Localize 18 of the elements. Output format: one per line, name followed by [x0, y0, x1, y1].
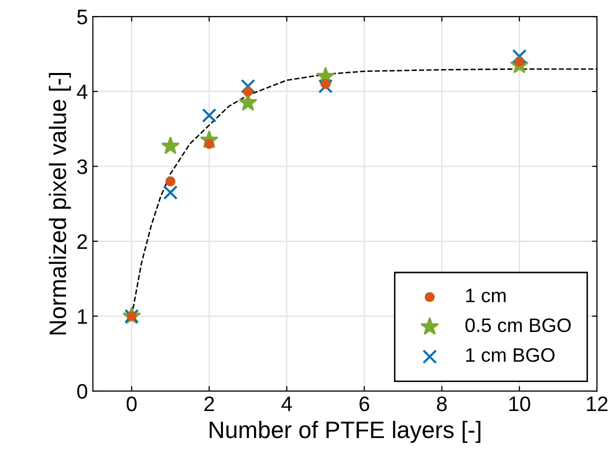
y-tick-label: 1	[78, 309, 87, 324]
x-axis-title: Number of PTFE layers [-]	[210, 420, 480, 443]
y-axis-title: Normalized pixel value [-]	[48, 72, 71, 334]
legend-label: 1 cm BGO	[466, 348, 555, 362]
y-tick-label: 2	[77, 234, 87, 249]
y-tick-label: 5	[77, 10, 88, 24]
legend-label: 0.5 cm BGO	[465, 318, 571, 332]
x-tick-label: 4	[281, 396, 292, 412]
y-tick-label: 3	[77, 159, 88, 174]
x-tick-label: 0	[126, 396, 137, 412]
y-tick-label: 0	[77, 384, 88, 399]
x-tick-label: 10	[509, 396, 530, 412]
x-tick-label: 2	[204, 396, 214, 412]
legend-label: 1 cm	[466, 288, 506, 302]
y-tick-label: 4	[76, 84, 88, 100]
x-tick-label: 12	[586, 396, 608, 412]
x-tick-label: 6	[360, 396, 370, 412]
x-tick-label: 8	[436, 396, 447, 412]
